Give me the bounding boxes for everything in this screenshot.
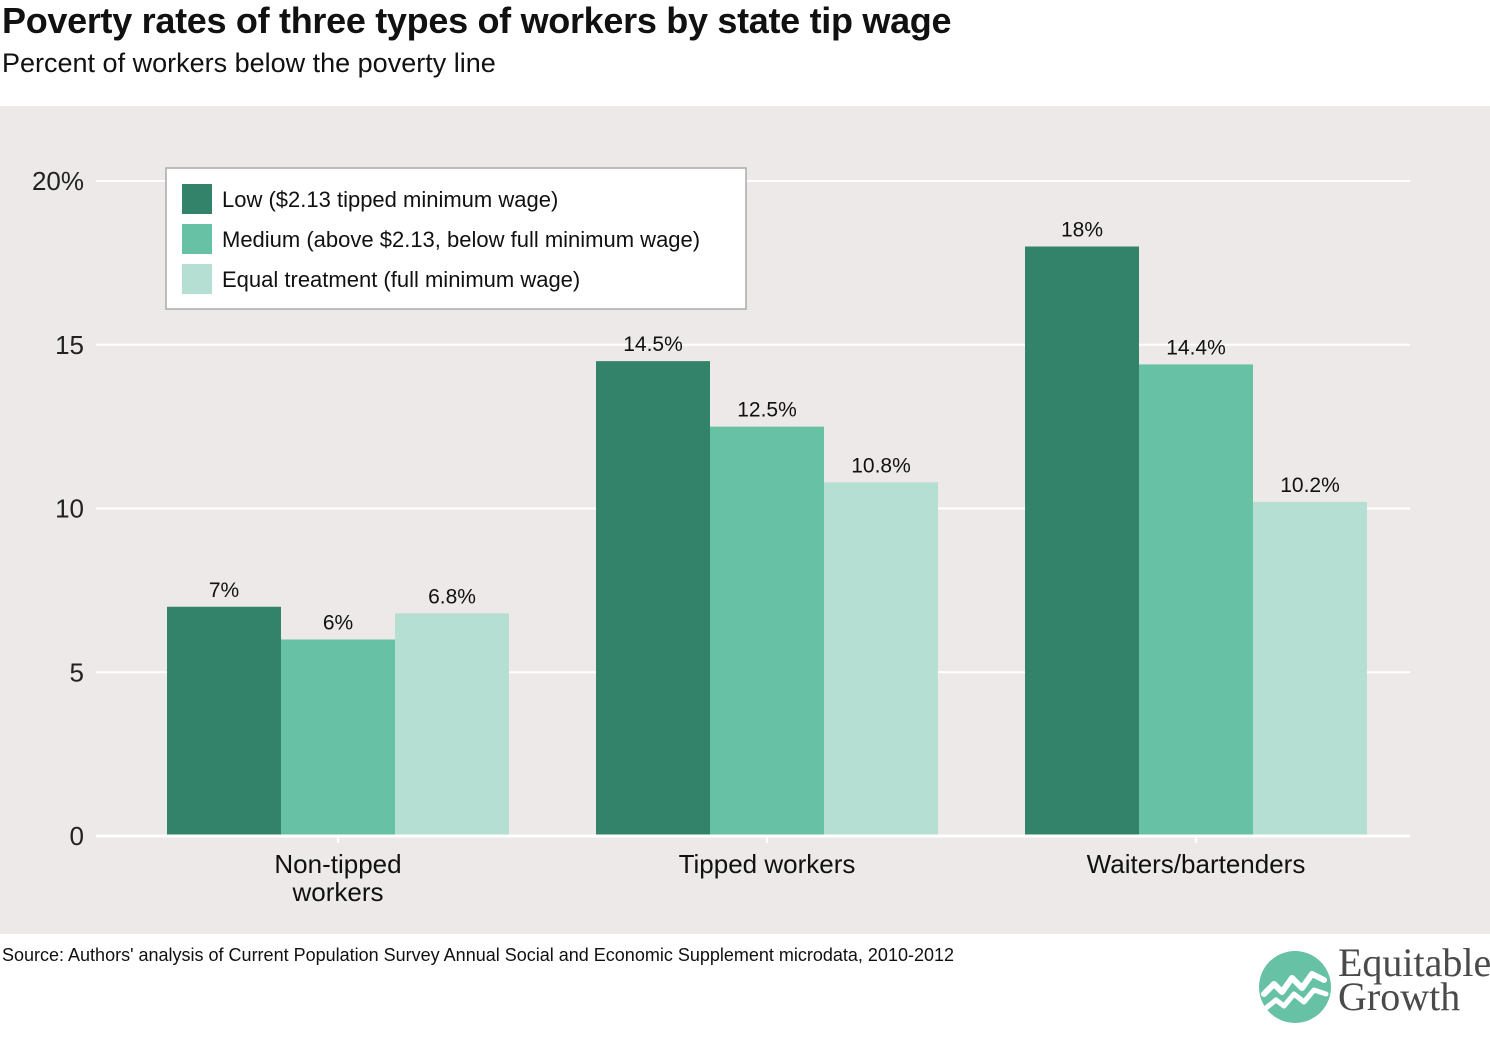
legend-swatch (182, 224, 212, 254)
legend-label: Low ($2.13 tipped minimum wage) (222, 187, 558, 212)
legend-swatch (182, 184, 212, 214)
x-tick-label: Waiters/bartenders (1087, 849, 1306, 879)
y-tick-label: 0 (70, 821, 84, 851)
logo-wordmark: Equitable Growth (1338, 940, 1490, 1019)
bar-data-label: 7% (209, 579, 239, 602)
bar-data-label: 10.8% (851, 454, 911, 477)
bar-data-label: 14.4% (1166, 336, 1226, 359)
legend-label: Equal treatment (full minimum wage) (222, 267, 580, 292)
logo-growth-icon (1259, 951, 1331, 1023)
bar-data-label: 6.8% (428, 585, 476, 608)
bar (1025, 246, 1139, 836)
y-tick-label: 15 (55, 330, 84, 360)
source-note: Source: Authors' analysis of Current Pop… (2, 945, 954, 965)
bar (710, 426, 824, 836)
logo-line-2: Growth (1338, 974, 1461, 1019)
chart-subtitle: Percent of workers below the poverty lin… (2, 48, 496, 78)
y-tick-label: 10 (55, 494, 84, 524)
bar (824, 482, 938, 836)
equitable-growth-logo: Equitable Growth (1258, 943, 1490, 1025)
legend-label: Medium (above $2.13, below full minimum … (222, 227, 700, 252)
bar (281, 639, 395, 836)
legend-swatch (182, 264, 212, 294)
x-tick-label: Tipped workers (679, 849, 856, 879)
bar-data-label: 10.2% (1280, 474, 1340, 497)
bar (596, 361, 710, 836)
plot-panel: 0 5 10 15 20% 7% 14.5% 18% 6% 12.5% 14.4% 6.8% 10.8%… (0, 106, 1490, 934)
bar-data-label: 18% (1061, 219, 1103, 242)
chart-title: Poverty rates of three types of workers … (2, 0, 952, 41)
x-tick-label: Non-tipped (274, 849, 401, 879)
bar (1139, 364, 1253, 836)
bar-data-label: 6% (323, 612, 353, 635)
y-tick-label: 5 (70, 657, 84, 687)
bar-data-label: 14.5% (623, 333, 683, 356)
bar (167, 606, 281, 836)
legend-box (165, 167, 747, 310)
bar (395, 613, 509, 836)
logo-line-1: Equitable (1338, 940, 1490, 985)
bar (1253, 501, 1367, 836)
y-tick-label: 20% (32, 166, 84, 196)
bar-data-label: 12.5% (737, 399, 797, 422)
bar-chart: 0 5 10 15 20% 7% 14.5% 18% 6% 12.5% 14.4% 6.8% 10.8%… (32, 166, 1410, 907)
x-tick-label: workers (291, 877, 383, 907)
